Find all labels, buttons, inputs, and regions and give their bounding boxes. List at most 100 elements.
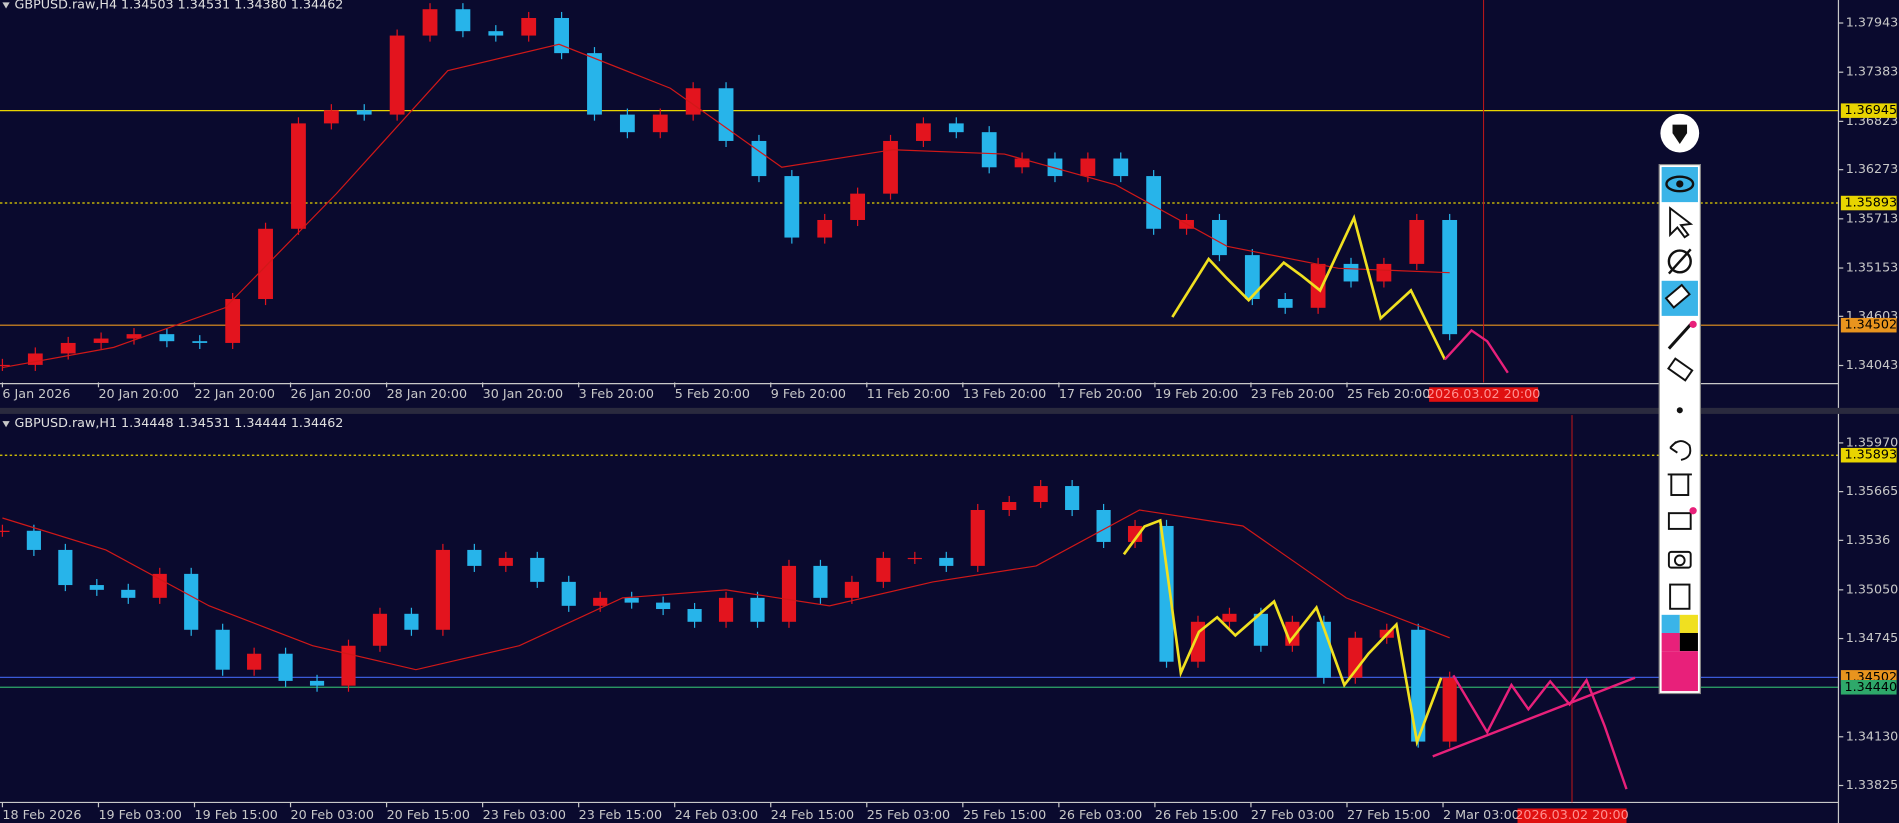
candle — [1222, 613, 1237, 622]
candle — [498, 557, 513, 566]
drawing-toolbar — [1658, 113, 1701, 695]
candle — [593, 597, 608, 606]
candle — [876, 557, 891, 582]
x-tick-label: 20 Feb 15:00 — [387, 807, 470, 822]
cursor-time: 2026.03.02 20:00 — [1427, 386, 1540, 401]
candle — [258, 228, 273, 300]
x-tick-label: 23 Feb 03:00 — [483, 807, 566, 822]
clipboard-button[interactable] — [1669, 583, 1691, 610]
screenshot-button[interactable] — [1667, 550, 1692, 569]
candle — [1014, 158, 1030, 168]
eye-icon — [1665, 175, 1695, 193]
candle — [1253, 613, 1268, 646]
x-tick-label: 25 Feb 15:00 — [963, 807, 1046, 822]
x-tick-label: 24 Feb 03:00 — [675, 807, 758, 822]
collapse-arrow[interactable] — [2, 421, 10, 428]
candle — [0, 530, 10, 532]
projection-drawing[interactable] — [1452, 674, 1628, 790]
y-tick-label: 1.33825 — [1846, 777, 1899, 792]
color-swatch[interactable] — [1661, 614, 1680, 633]
x-tick-label: 26 Feb 03:00 — [1059, 807, 1142, 822]
moving-average — [2, 43, 1450, 369]
x-tick-label: 19 Feb 15:00 — [195, 807, 278, 822]
candle — [27, 353, 43, 365]
line-button[interactable] — [1667, 323, 1692, 350]
x-tick-label: 5 Feb 20:00 — [675, 386, 750, 401]
candle — [939, 557, 954, 566]
projection-drawing[interactable] — [1443, 328, 1509, 374]
screen-button[interactable] — [1667, 512, 1692, 530]
dot-button[interactable] — [1676, 407, 1683, 414]
current-color[interactable] — [1661, 651, 1698, 692]
candle — [323, 110, 339, 124]
candle — [1033, 486, 1048, 503]
indicator-dot — [1689, 320, 1697, 328]
candle — [404, 613, 419, 630]
x-tick-label: 20 Jan 20:00 — [98, 386, 178, 401]
candle — [561, 581, 576, 606]
candle — [718, 88, 734, 141]
candle — [215, 629, 230, 670]
cursor-time-box — [1429, 387, 1539, 402]
zigzag-drawing[interactable] — [1171, 213, 1447, 361]
x-tick-label: 3 Feb 20:00 — [579, 386, 654, 401]
candle — [278, 653, 293, 681]
cursor-button[interactable] — [1669, 206, 1694, 239]
y-tick-label: 1.3536 — [1846, 532, 1890, 547]
candle — [356, 110, 372, 115]
x-tick-label: 30 Jan 20:00 — [483, 386, 563, 401]
price-level-box — [1840, 317, 1897, 333]
trendline-drawing[interactable] — [1432, 676, 1636, 758]
color-swatch[interactable] — [1679, 632, 1698, 652]
price-level-label: 1.35893 — [1845, 195, 1898, 210]
candle — [1310, 263, 1326, 308]
candle — [372, 613, 388, 646]
x-tick-label: 26 Jan 20:00 — [291, 386, 371, 401]
candle — [26, 530, 41, 550]
price-level-label: 1.34502 — [1845, 317, 1898, 332]
candle — [750, 597, 765, 622]
candle — [488, 31, 504, 36]
timer-icon — [1667, 248, 1692, 275]
candle — [1277, 299, 1293, 308]
x-tick-label: 18 Feb 2026 — [2, 807, 81, 822]
candle — [521, 18, 537, 36]
candle — [309, 680, 325, 686]
candle — [685, 88, 701, 115]
candle — [467, 549, 482, 566]
candle — [751, 140, 767, 177]
candle — [1376, 263, 1392, 282]
y-tick-label: 1.34745 — [1846, 630, 1899, 645]
eraser-icon — [1664, 283, 1691, 309]
candle — [192, 341, 208, 343]
candle — [587, 53, 602, 115]
y-tick-label: 1.35970 — [1846, 434, 1899, 449]
candle — [687, 609, 702, 622]
color-swatch[interactable] — [1679, 614, 1698, 633]
moving-average — [2, 509, 1450, 671]
candle — [159, 334, 175, 342]
x-tick-label: 26 Feb 15:00 — [1155, 807, 1238, 822]
candle — [435, 549, 450, 630]
x-tick-label: 11 Feb 20:00 — [867, 386, 950, 401]
candle — [121, 589, 136, 598]
collapse-arrow[interactable] — [2, 2, 10, 9]
y-tick-label: 1.37383 — [1846, 64, 1899, 79]
x-tick-label: 27 Feb 15:00 — [1347, 807, 1430, 822]
y-tick-label: 1.36273 — [1846, 161, 1899, 176]
undo-button[interactable] — [1669, 440, 1692, 461]
candle — [1442, 677, 1457, 742]
candle — [718, 597, 734, 622]
x-tick-label: 19 Feb 20:00 — [1155, 386, 1238, 401]
eraser-button[interactable] — [1667, 357, 1694, 382]
x-tick-label: 28 Jan 20:00 — [387, 386, 467, 401]
candle — [58, 549, 73, 586]
candle — [1096, 509, 1111, 542]
zigzag-drawing[interactable] — [1122, 518, 1443, 747]
candle — [781, 565, 797, 622]
x-tick-label: 6 Jan 2026 — [2, 386, 70, 401]
timer-button[interactable] — [1667, 249, 1692, 274]
y-tick-label: 1.35713 — [1846, 210, 1899, 225]
color-swatch[interactable] — [1661, 632, 1680, 652]
